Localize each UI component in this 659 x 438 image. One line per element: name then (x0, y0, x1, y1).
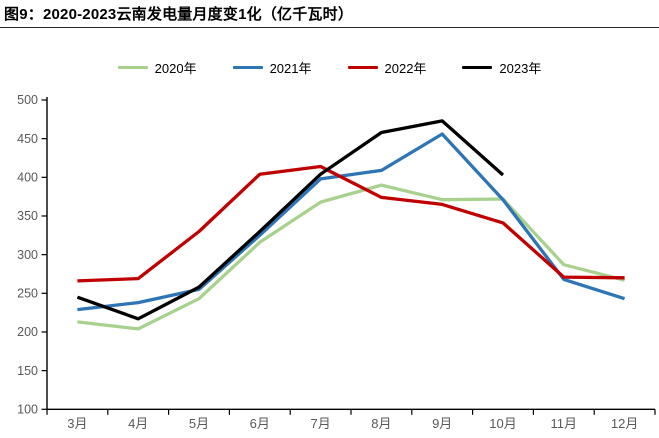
x-axis-label: 10月 (489, 416, 516, 431)
y-axis-label: 300 (17, 248, 38, 262)
legend-label: 2023年 (499, 60, 542, 76)
legend-label: 2021年 (269, 60, 312, 76)
y-axis-label: 250 (17, 287, 38, 301)
legend-swatch-2023 (462, 65, 493, 69)
chart-legend: 2020年 2021年 2022年 2023年 (0, 58, 659, 76)
x-axis-label: 9月 (432, 416, 452, 431)
series-line-2020 (77, 183, 626, 331)
title-divider (0, 27, 659, 28)
x-axis-label: 12月 (611, 416, 638, 431)
y-axis-label: 200 (17, 325, 38, 339)
x-axis-label: 6月 (250, 416, 270, 431)
legend-label: 2022年 (384, 60, 427, 76)
series-line-2021 (77, 132, 626, 312)
legend-swatch-2022 (347, 65, 378, 69)
legend-label: 2020年 (154, 60, 197, 76)
legend-item-2020: 2020年 (117, 58, 197, 77)
legend-item-2021: 2021年 (232, 58, 312, 77)
series-line-2023 (76, 119, 505, 321)
x-axis-label: 8月 (371, 416, 391, 431)
x-axis-label: 11月 (551, 416, 578, 431)
y-axis-label: 500 (17, 93, 38, 107)
legend-swatch-2020 (117, 65, 148, 69)
x-axis-label: 3月 (67, 416, 87, 431)
x-axis-label: 4月 (128, 416, 148, 431)
x-axis-label: 5月 (189, 416, 209, 431)
y-axis-label: 350 (17, 209, 38, 223)
series-line-2022 (77, 164, 625, 283)
y-axis-label: 400 (17, 171, 38, 185)
y-axis-label: 100 (17, 403, 38, 417)
chart-title: 图9：2020-2023云南发电量月度变1化（亿千瓦时） (4, 6, 354, 23)
x-axis-label: 7月 (310, 416, 330, 431)
y-axis-label: 450 (17, 132, 38, 146)
legend-swatch-2021 (232, 65, 263, 69)
legend-item-2023: 2023年 (462, 58, 541, 77)
y-axis-label: 150 (17, 364, 38, 378)
legend-item-2022: 2022年 (347, 58, 427, 77)
